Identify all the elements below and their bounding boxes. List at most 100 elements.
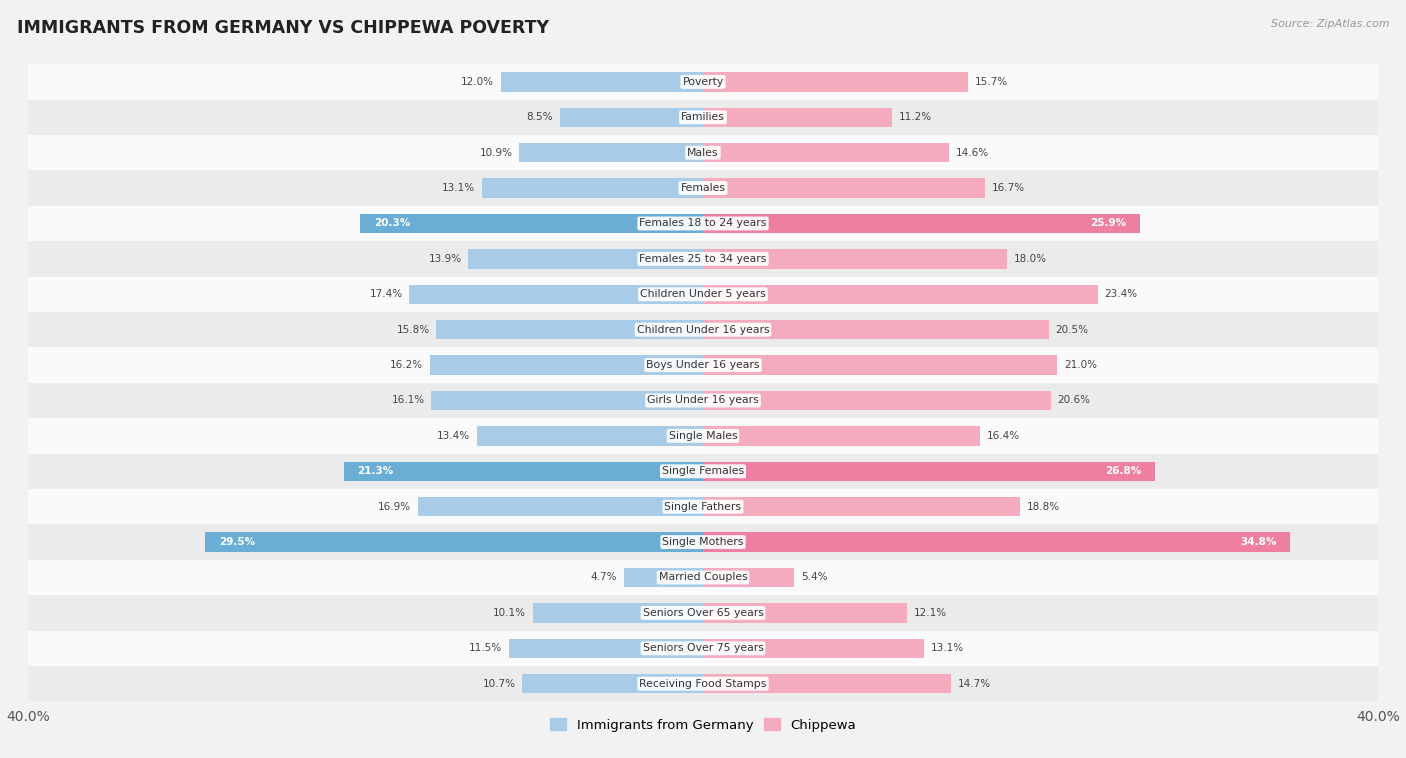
Bar — [436, 320, 703, 340]
Text: 15.7%: 15.7% — [974, 77, 1008, 87]
Bar — [343, 462, 703, 481]
Text: 14.7%: 14.7% — [957, 678, 991, 689]
Text: Receiving Food Stamps: Receiving Food Stamps — [640, 678, 766, 689]
Bar — [703, 532, 1291, 552]
Bar — [28, 525, 1378, 560]
Text: 11.2%: 11.2% — [898, 112, 932, 122]
Bar — [205, 532, 703, 552]
Bar — [560, 108, 703, 127]
Bar — [703, 391, 1050, 410]
Text: Children Under 5 years: Children Under 5 years — [640, 290, 766, 299]
Text: 16.2%: 16.2% — [389, 360, 423, 370]
Bar — [703, 568, 794, 587]
Text: Families: Families — [681, 112, 725, 122]
Bar — [703, 284, 1098, 304]
Text: Seniors Over 75 years: Seniors Over 75 years — [643, 644, 763, 653]
Bar — [28, 347, 1378, 383]
Text: 16.9%: 16.9% — [378, 502, 411, 512]
Text: Seniors Over 65 years: Seniors Over 65 years — [643, 608, 763, 618]
Bar — [28, 560, 1378, 595]
Text: 10.7%: 10.7% — [482, 678, 516, 689]
Legend: Immigrants from Germany, Chippewa: Immigrants from Germany, Chippewa — [546, 713, 860, 737]
Bar — [468, 249, 703, 268]
Text: 16.7%: 16.7% — [991, 183, 1025, 193]
Bar — [703, 72, 967, 92]
Text: Married Couples: Married Couples — [658, 572, 748, 582]
Bar — [28, 383, 1378, 418]
Bar — [703, 108, 891, 127]
Text: Single Males: Single Males — [669, 431, 737, 441]
Text: 18.0%: 18.0% — [1014, 254, 1046, 264]
Text: Single Mothers: Single Mothers — [662, 537, 744, 547]
Bar — [28, 171, 1378, 205]
Bar — [418, 497, 703, 516]
Text: 12.1%: 12.1% — [914, 608, 948, 618]
Bar — [624, 568, 703, 587]
Text: 12.0%: 12.0% — [461, 77, 494, 87]
Bar — [432, 391, 703, 410]
Text: Source: ZipAtlas.com: Source: ZipAtlas.com — [1271, 19, 1389, 29]
Text: 17.4%: 17.4% — [370, 290, 402, 299]
Text: 21.0%: 21.0% — [1064, 360, 1097, 370]
Text: 15.8%: 15.8% — [396, 324, 430, 335]
Bar — [533, 603, 703, 622]
Text: 11.5%: 11.5% — [470, 644, 502, 653]
Text: 16.1%: 16.1% — [391, 396, 425, 406]
Bar — [703, 462, 1156, 481]
Text: 34.8%: 34.8% — [1240, 537, 1277, 547]
Bar — [703, 497, 1021, 516]
Bar — [703, 214, 1140, 233]
Text: 16.4%: 16.4% — [987, 431, 1019, 441]
Text: 10.9%: 10.9% — [479, 148, 512, 158]
Text: Poverty: Poverty — [682, 77, 724, 87]
Text: Single Fathers: Single Fathers — [665, 502, 741, 512]
Text: 26.8%: 26.8% — [1105, 466, 1142, 476]
Bar — [482, 178, 703, 198]
Bar — [523, 674, 703, 694]
Bar — [28, 489, 1378, 525]
Bar — [703, 674, 950, 694]
Text: Males: Males — [688, 148, 718, 158]
Text: Children Under 16 years: Children Under 16 years — [637, 324, 769, 335]
Bar — [477, 426, 703, 446]
Bar — [28, 277, 1378, 312]
Bar — [28, 241, 1378, 277]
Bar — [28, 453, 1378, 489]
Bar — [28, 64, 1378, 99]
Bar — [703, 249, 1007, 268]
Bar — [703, 178, 984, 198]
Text: 14.6%: 14.6% — [956, 148, 990, 158]
Text: Boys Under 16 years: Boys Under 16 years — [647, 360, 759, 370]
Bar — [703, 426, 980, 446]
Text: 20.6%: 20.6% — [1057, 396, 1090, 406]
Bar — [430, 356, 703, 374]
Text: 29.5%: 29.5% — [219, 537, 254, 547]
Text: 10.1%: 10.1% — [494, 608, 526, 618]
Text: 13.1%: 13.1% — [931, 644, 965, 653]
Text: 13.1%: 13.1% — [441, 183, 475, 193]
Text: Single Females: Single Females — [662, 466, 744, 476]
Bar — [501, 72, 703, 92]
Text: 5.4%: 5.4% — [801, 572, 827, 582]
Text: 8.5%: 8.5% — [526, 112, 553, 122]
Bar — [28, 418, 1378, 453]
Text: 21.3%: 21.3% — [357, 466, 394, 476]
Text: 25.9%: 25.9% — [1091, 218, 1126, 228]
Bar — [703, 320, 1049, 340]
Text: 4.7%: 4.7% — [591, 572, 617, 582]
Text: 13.4%: 13.4% — [437, 431, 470, 441]
Bar — [28, 99, 1378, 135]
Text: 20.3%: 20.3% — [374, 218, 411, 228]
Text: 13.9%: 13.9% — [429, 254, 461, 264]
Bar — [509, 638, 703, 658]
Text: 18.8%: 18.8% — [1026, 502, 1060, 512]
Text: 20.5%: 20.5% — [1056, 324, 1088, 335]
Bar — [703, 356, 1057, 374]
Text: Females: Females — [681, 183, 725, 193]
Bar — [28, 312, 1378, 347]
Bar — [28, 631, 1378, 666]
Bar — [703, 143, 949, 162]
Bar — [360, 214, 703, 233]
Text: Females 18 to 24 years: Females 18 to 24 years — [640, 218, 766, 228]
Text: Females 25 to 34 years: Females 25 to 34 years — [640, 254, 766, 264]
